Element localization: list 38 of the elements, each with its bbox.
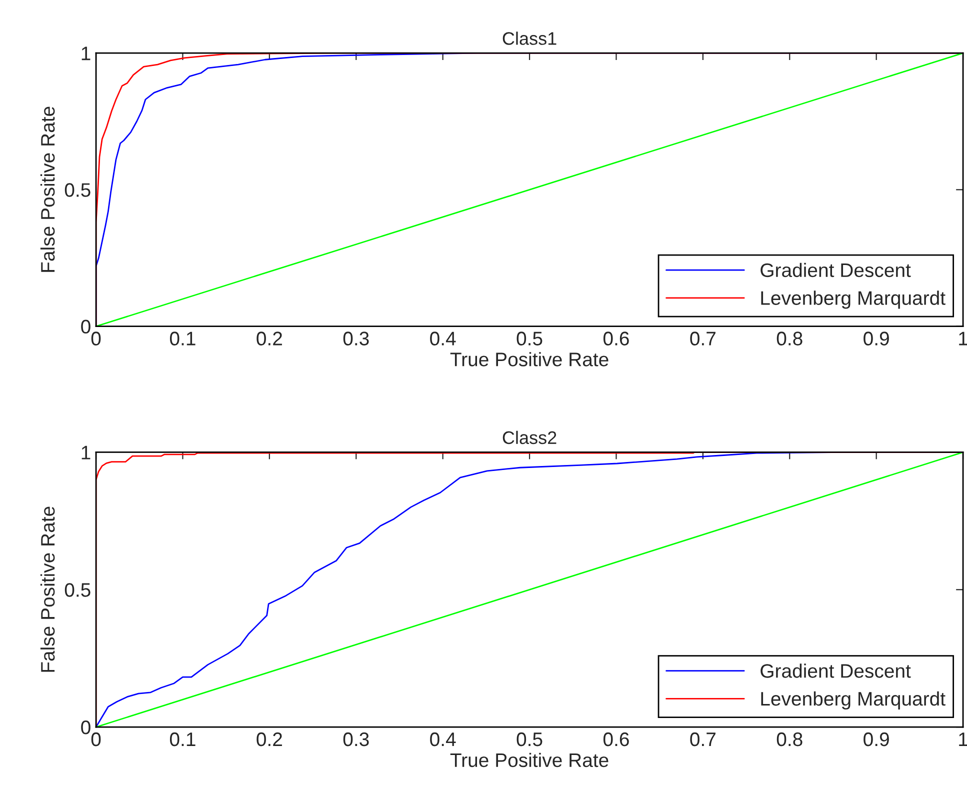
x-tick-label: 0.7 [690,732,716,746]
x-tick-label: 0.2 [256,332,282,346]
x-tick-label: 0.6 [603,332,629,346]
y-tick-label: 0.5 [64,583,90,597]
y-tick-label: 0 [81,320,90,334]
x-tick-label: 0.9 [864,332,889,346]
x-tick-label: 1 [959,732,967,746]
x-tick-label: 0.3 [343,732,369,746]
x-tick-label: 0.8 [776,732,802,746]
legend-label: Levenberg Marquardt [761,691,946,710]
x-tick-label: 0.8 [776,332,802,346]
x-tick-label: 0.7 [690,332,716,346]
x-tick-label: 0.1 [170,332,196,346]
x-axis-title: True Positive Rate [450,352,608,366]
y-tick-label: 0.5 [64,183,90,197]
x-tick-label: 0.9 [864,732,889,746]
x-tick-label: 0.5 [516,732,542,746]
legend-label: Gradient Descent [760,664,911,678]
x-tick-label: 0 [91,732,101,746]
x-tick-label: 0.6 [603,732,629,746]
x-tick-label: 0.2 [256,732,282,746]
x-tick-label: 0.5 [516,332,542,346]
y-tick-label: 1 [82,446,90,460]
legend-label: Levenberg Marquardt [761,290,946,309]
legend-label: Gradient Descent [760,262,911,278]
y-axis-title: False Positive Rate [40,506,55,672]
x-tick-label: 0.4 [430,332,456,346]
chart-title: Class2 [502,430,556,444]
x-tick-label: 0 [91,332,101,346]
y-axis-title: False Positive Rate [40,106,55,272]
x-axis-title: True Positive Rate [450,752,608,768]
x-tick-label: 1 [959,332,967,346]
x-tick-label: 0.3 [343,332,369,346]
y-tick-label: 1 [82,46,90,60]
x-tick-label: 0.4 [430,732,456,746]
x-tick-label: 0.1 [170,732,196,746]
chart-title: Class1 [502,32,556,45]
y-tick-label: 0 [81,720,90,734]
